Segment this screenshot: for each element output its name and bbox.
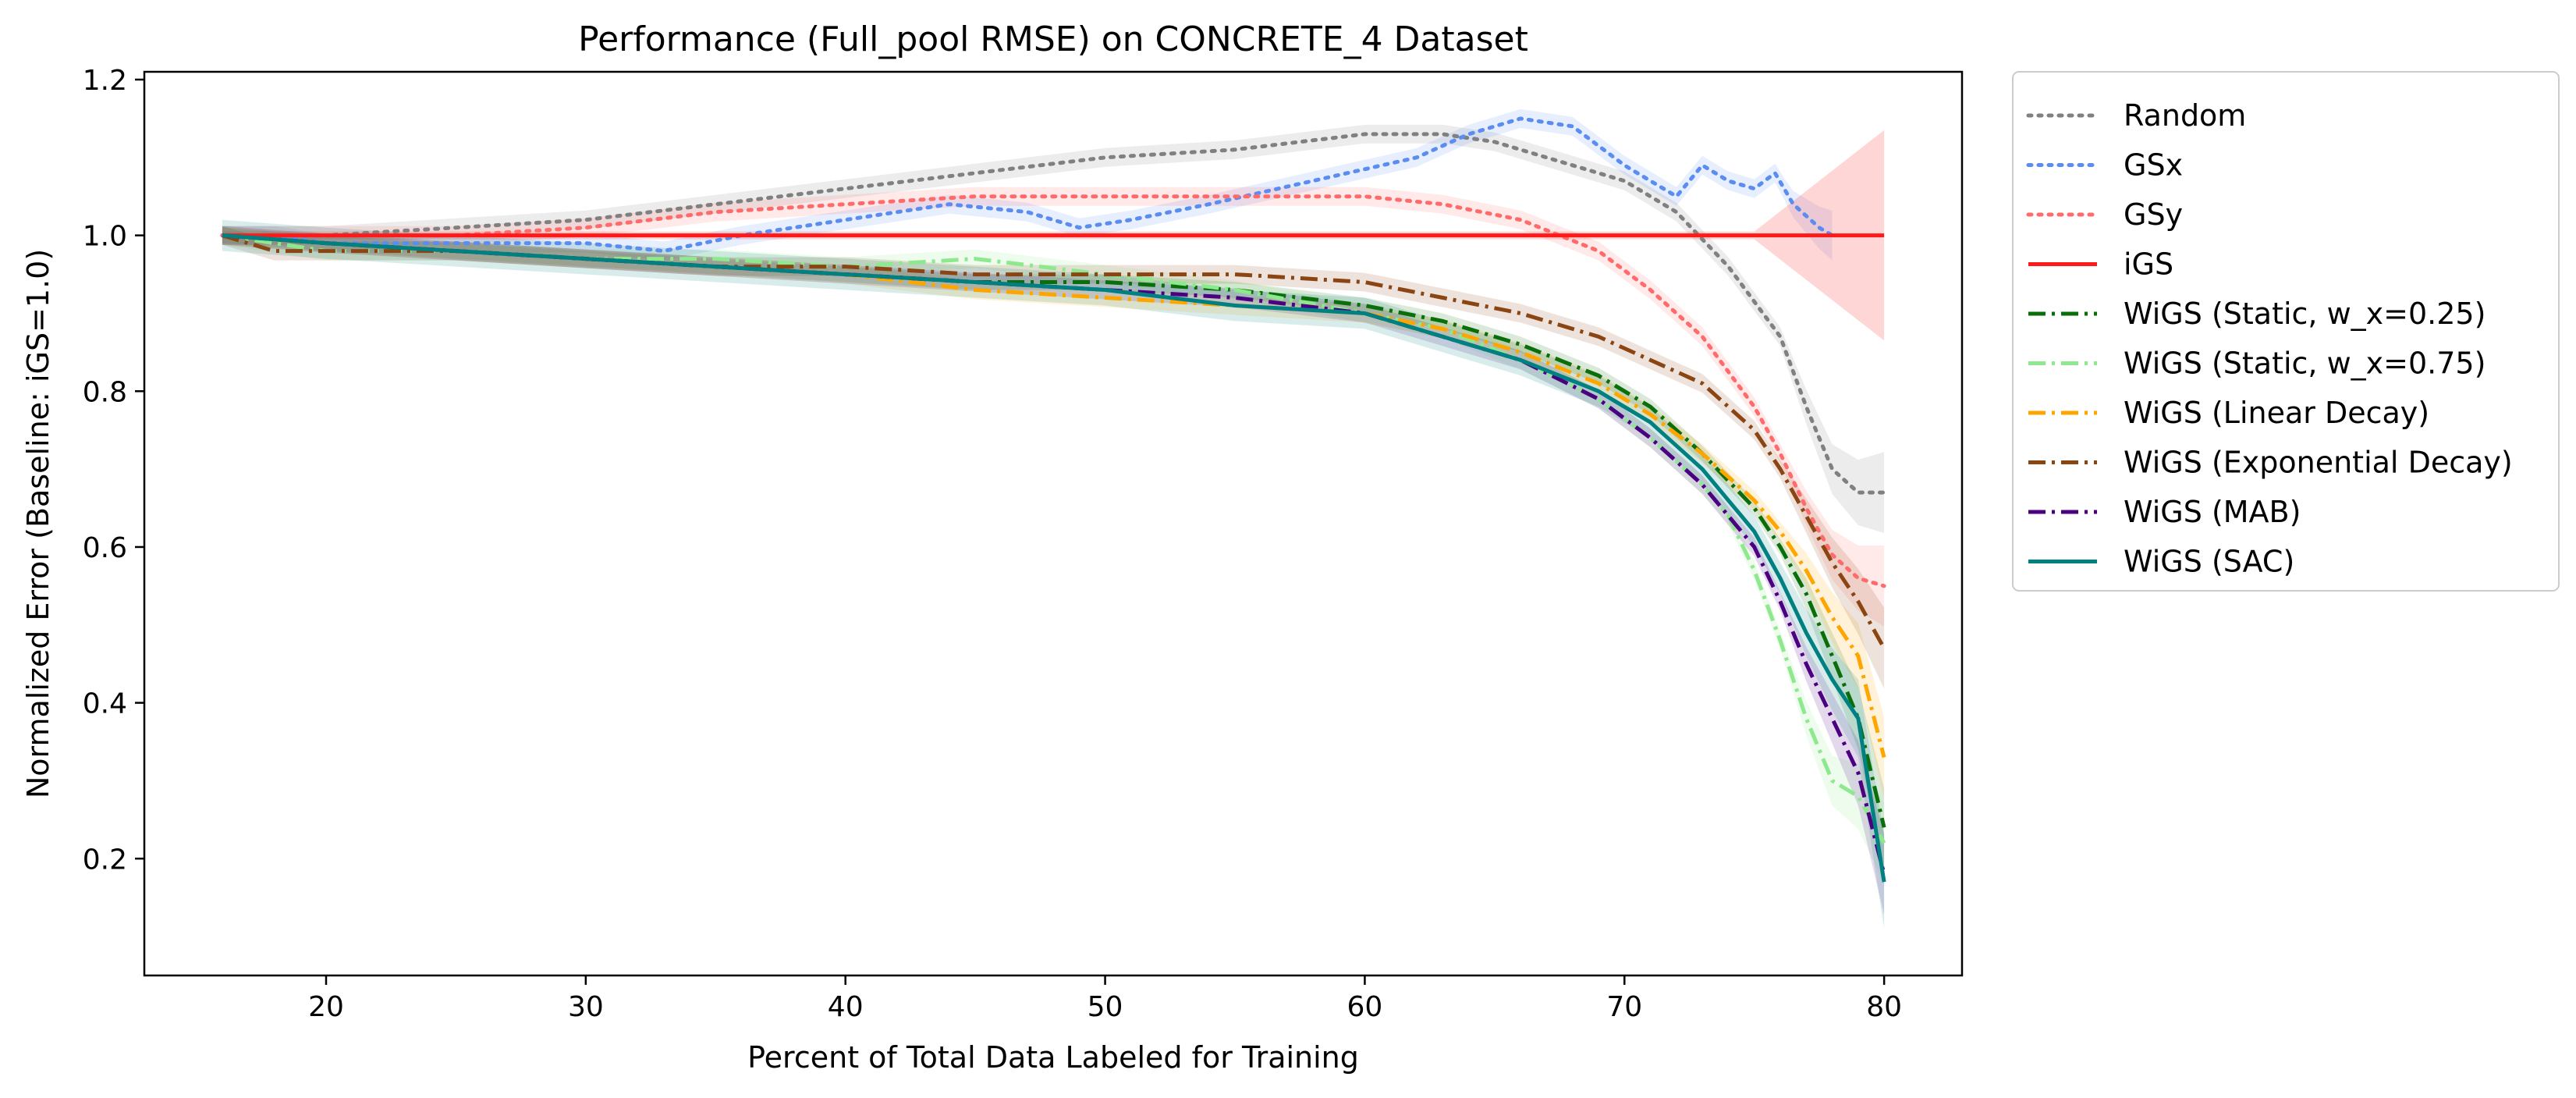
x-axis-ticks: 20 30 40 50 60 70 80 <box>308 975 1902 1023</box>
legend-label-random: Random <box>2124 98 2246 133</box>
x-tick-label: 40 <box>828 991 864 1023</box>
legend-label-gsy: GSy <box>2124 197 2183 232</box>
x-tick-label: 60 <box>1347 991 1383 1023</box>
x-tick-label: 70 <box>1606 991 1642 1023</box>
legend-frame <box>2012 71 2560 592</box>
y-axis-label: Normalized Error (Baseline: iGS=1.0) <box>21 249 55 798</box>
y-tick-label: 0.8 <box>83 376 127 408</box>
y-tick-label: 0.6 <box>83 532 127 564</box>
legend-label-wigs-linear-decay: WiGS (Linear Decay) <box>2124 396 2429 430</box>
x-tick-label: 80 <box>1866 991 1902 1023</box>
legend-label-wigs-mab: WiGS (MAB) <box>2124 495 2301 529</box>
legend: Random GSx GSy iGS WiGS (Static, w_x=0.25) Wi… <box>2012 71 2560 592</box>
legend-label-gsx: GSx <box>2124 148 2183 183</box>
x-axis-label: Percent of Total Data Labeled for Traini… <box>747 1040 1359 1075</box>
series-line-random <box>220 132 1886 495</box>
y-tick-label: 1.2 <box>83 65 127 97</box>
legend-label-wigs-static-w-x-0-25: WiGS (Static, w_x=0.25) <box>2124 297 2486 331</box>
series-line-gsy <box>220 194 1886 588</box>
plot-area <box>143 70 1964 977</box>
x-tick-label: 20 <box>308 991 344 1023</box>
series-line-wigs-exponential-decay <box>222 233 1886 649</box>
legend-label-wigs-sac: WiGS (SAC) <box>2124 545 2294 579</box>
series-line-wigs-sac <box>222 233 1886 883</box>
legend-label-wigs-static-w-x-0-75: WiGS (Static, w_x=0.75) <box>2124 346 2486 381</box>
band-gsx <box>222 108 1833 261</box>
y-axis-ticks: 0.2 0.4 0.6 0.8 1.0 1.2 <box>83 65 144 876</box>
chart-title: Performance (Full_pool RMSE) on CONCRETE… <box>578 20 1528 59</box>
legend-label-wigs-exponential-decay: WiGS (Exponential Decay) <box>2124 446 2513 480</box>
legend-label-igs: iGS <box>2124 247 2173 282</box>
x-tick-label: 50 <box>1088 991 1123 1023</box>
y-tick-label: 0.2 <box>83 844 127 876</box>
x-tick-label: 30 <box>568 991 604 1023</box>
series-lines <box>220 116 1886 883</box>
y-tick-label: 0.4 <box>83 688 127 720</box>
y-tick-label: 1.0 <box>83 221 127 253</box>
